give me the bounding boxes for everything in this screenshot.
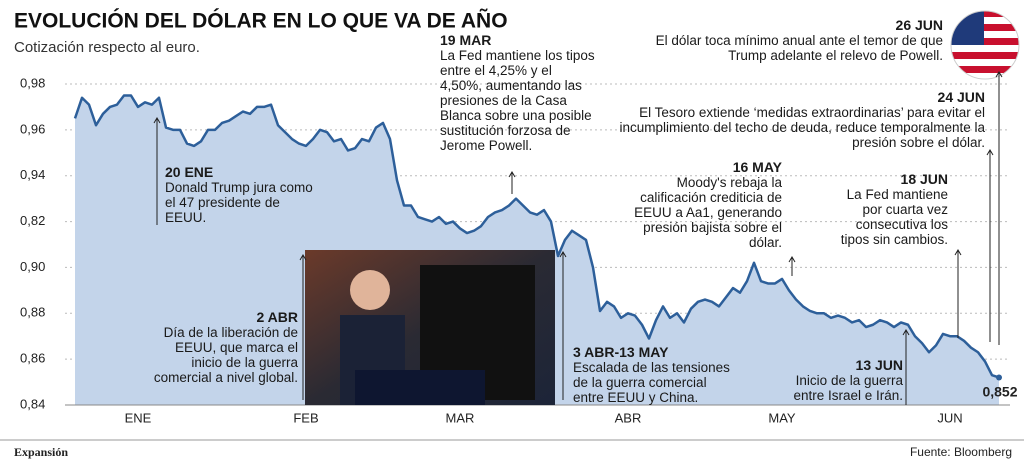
leader-arrow bbox=[299, 254, 307, 261]
annotation-text: La Fed mantiene los tipos entre el 4,25%… bbox=[440, 48, 595, 153]
annotation: 18 JUN La Fed mantiene por cuarta vez con… bbox=[830, 171, 948, 248]
y-tick-label: 0,98 bbox=[20, 75, 45, 90]
annotation: 24 JUN El Tesoro extiende ‘medidas extrao… bbox=[600, 89, 985, 151]
annotation-text: Día de la liberación de EEUU, que marca … bbox=[153, 325, 298, 385]
annotation-text: Moody's rebaja la calificación creditici… bbox=[634, 175, 782, 250]
leader-arrow bbox=[902, 329, 910, 336]
photo-podium bbox=[355, 370, 485, 405]
annotation-text: El dólar toca mínimo anual ante el temor… bbox=[655, 33, 943, 63]
annotation-text: Inicio de la guerra entre Israel e Irán. bbox=[793, 373, 903, 403]
annotation-date: 26 JUN bbox=[895, 17, 943, 33]
y-tick-label: 0,82 bbox=[20, 213, 45, 228]
leader-arrow bbox=[508, 171, 516, 178]
y-tick-label: 0,88 bbox=[20, 305, 45, 320]
leader-arrow bbox=[986, 149, 994, 156]
leader-arrow bbox=[788, 256, 796, 263]
leader-arrow bbox=[559, 251, 567, 258]
y-tick-label: 0,94 bbox=[20, 167, 45, 182]
annotation-date: 20 ENE bbox=[165, 164, 214, 180]
annotation: 26 JUN El dólar toca mínimo anual ante el… bbox=[615, 17, 943, 64]
leader-arrow bbox=[153, 117, 161, 124]
line bbox=[73, 94, 1000, 379]
value-label: 0,852 bbox=[982, 384, 1017, 400]
annotation-date: 13 JUN bbox=[855, 357, 903, 373]
x-tick-label: ABR bbox=[615, 410, 642, 425]
flag-rim bbox=[950, 10, 1020, 80]
annotation-text: Escalada de las tensiones de la guerra c… bbox=[573, 360, 730, 405]
x-tick-label: ENE bbox=[125, 410, 152, 425]
annotation: 16 MAY Moody's rebaja la calificación cre… bbox=[610, 159, 782, 251]
annotation: 13 JUN Inicio de la guerra entre Israel e… bbox=[770, 357, 903, 404]
x-tick-label: MAR bbox=[446, 410, 475, 425]
x-tick-label: FEB bbox=[293, 410, 318, 425]
annotation: 19 MAR La Fed mantiene los tipos entre el… bbox=[440, 32, 595, 154]
annotation-date: 18 JUN bbox=[900, 171, 948, 187]
leader-arrow bbox=[954, 249, 962, 256]
y-tick-label: 0,90 bbox=[20, 259, 45, 274]
annotation-date: 19 MAR bbox=[440, 32, 492, 48]
x-tick-label: MAY bbox=[768, 410, 796, 425]
annotation-text: La Fed mantiene por cuarta vez consecuti… bbox=[840, 187, 948, 247]
y-tick-label: 0,86 bbox=[20, 351, 45, 366]
x-tick-label: JUN bbox=[937, 410, 962, 425]
source: Fuente: Bloomberg bbox=[910, 445, 1012, 459]
annotation: 3 ABR-13 MAY Escalada de las tensiones de… bbox=[573, 344, 738, 406]
leader-arrow bbox=[995, 71, 1003, 78]
photo-figure bbox=[350, 270, 390, 310]
chart-subtitle: Cotización respecto al euro. bbox=[14, 39, 200, 56]
us-flag bbox=[951, 11, 1019, 79]
y-tick-label: 0,96 bbox=[20, 121, 45, 136]
annotation-date: 3 ABR-13 MAY bbox=[573, 344, 669, 360]
chart-title: EVOLUCIÓN DEL DÓLAR EN LO QUE VA DE AÑO bbox=[14, 9, 508, 33]
end-point bbox=[996, 374, 1002, 381]
annotation-date: 16 MAY bbox=[732, 159, 782, 175]
annotation: 20 ENE Donald Trump jura como el 47 presi… bbox=[165, 164, 315, 226]
annotation: 2 ABR Día de la liberación de EEUU, que m… bbox=[150, 309, 299, 386]
annotation-text: El Tesoro extiende ‘medidas extraordinar… bbox=[619, 105, 985, 150]
annotation-date: 2 ABR bbox=[256, 309, 299, 325]
y-tick-label: 0,84 bbox=[20, 396, 45, 411]
annotation-text: Donald Trump jura como el 47 presidente … bbox=[165, 180, 313, 225]
annotation-date: 24 JUN bbox=[937, 89, 985, 105]
publisher: Expansión bbox=[14, 445, 68, 459]
